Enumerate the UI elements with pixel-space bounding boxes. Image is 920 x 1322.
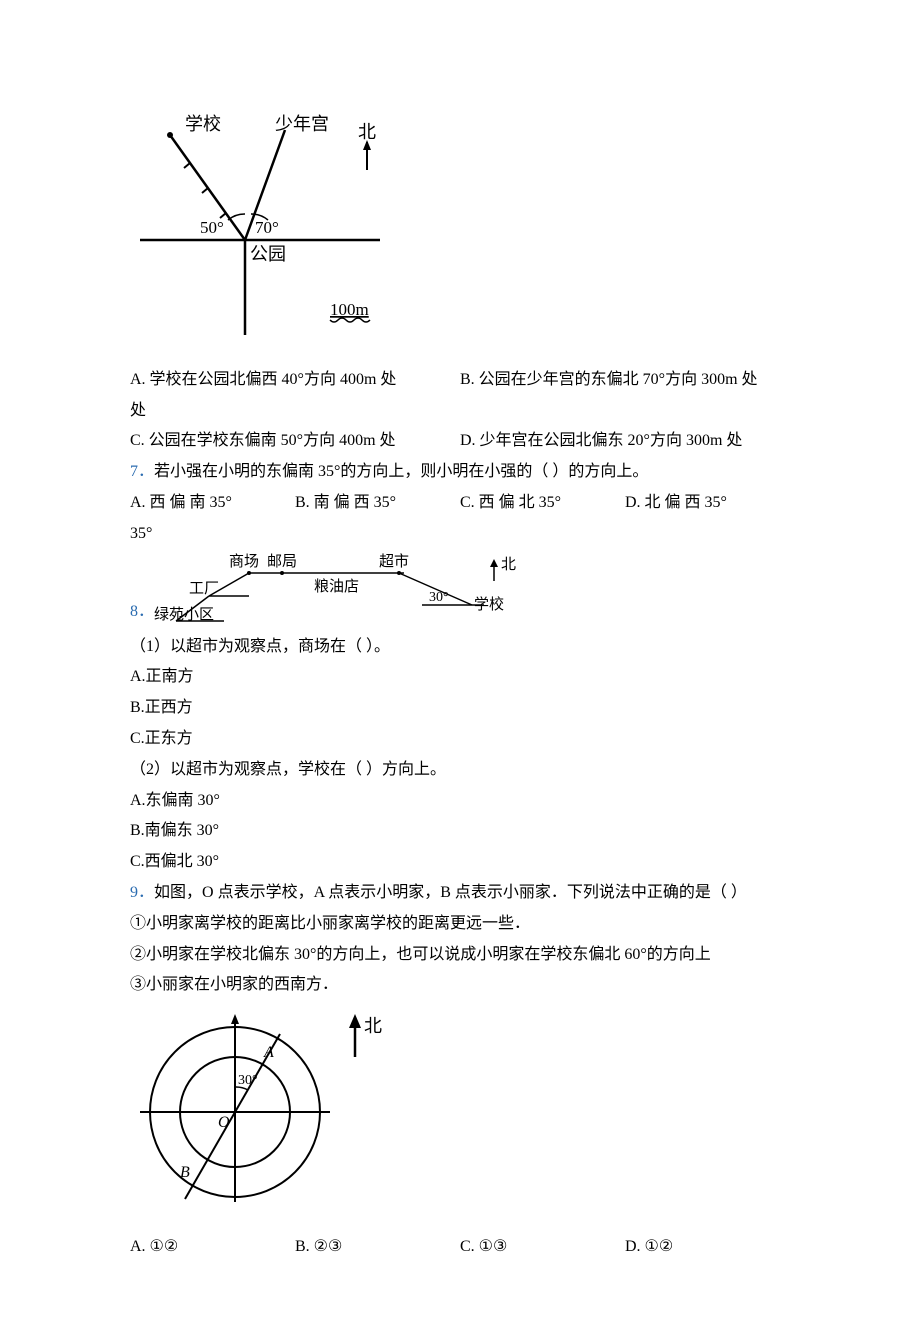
q7-opt-d: D. 北 偏 西 35° (625, 489, 790, 518)
q8-p2-text: （2）以超市为观察点，学校在（ ）方向上。 (130, 756, 790, 785)
svg-text:北: 北 (501, 556, 516, 573)
svg-text:超市: 超市 (379, 553, 409, 570)
q8-p2-a: A.东偏南 30° (130, 787, 790, 816)
q7-text: 若小强在小明的东偏南 35°的方向上，则小明在小强的（ ）的方向上。 (154, 463, 648, 480)
q8-p1-a: A.正南方 (130, 663, 790, 692)
svg-text:工厂: 工厂 (189, 581, 219, 597)
q8-p1-b: B.正西方 (130, 694, 790, 723)
label-angle-left: 50° (200, 218, 224, 237)
svg-text:30°: 30° (429, 590, 449, 605)
svg-text:邮局: 邮局 (267, 553, 297, 570)
q9-s2: ②小明家在学校北偏东 30°的方向上，也可以说成小明家在学校东偏北 60°的方向… (130, 941, 790, 970)
label-north: 北 (358, 122, 376, 142)
label-school: 学校 (185, 114, 221, 134)
q8-p1-text: （1）以超市为观察点，商场在（ ）。 (130, 633, 790, 662)
q8-p2-c: C.西偏北 30° (130, 848, 790, 877)
svg-text:O: O (218, 1114, 230, 1131)
q9-figure: 北 A B O 30° (130, 1002, 790, 1223)
svg-text:商场: 商场 (229, 553, 259, 570)
q6-opt-c: C. 公园在学校东偏南 50°方向 400m 处 (130, 427, 460, 456)
svg-text:绿苑小区: 绿苑小区 (154, 606, 214, 623)
q9-s1: ①小明家离学校的距离比小丽家离学校的距离更远一些． (130, 910, 790, 939)
q8-number: 8． (130, 598, 154, 627)
q6-opt-d: D. 少年宫在公园北偏东 20°方向 300m 处 (460, 427, 790, 456)
q9-number: 9． (130, 884, 154, 901)
svg-text:北: 北 (364, 1016, 382, 1036)
q9-options: A. ①② B. ②③ C. ①③ D. ①② (130, 1233, 790, 1262)
q8-p1-c: C.正东方 (130, 725, 790, 754)
q9-stem: 9．如图，O 点表示学校，A 点表示小明家，B 点表示小丽家．下列说法中正确的是… (130, 879, 790, 908)
q7-number: 7． (130, 463, 154, 480)
q7-opt-d-tail: 35° (130, 520, 790, 549)
q7-options: A. 西 偏 南 35° B. 南 偏 西 35° C. 西 偏 北 35° D… (130, 489, 790, 518)
label-scale: 100m (330, 300, 369, 319)
svg-text:B: B (180, 1164, 190, 1181)
q7-opt-a: A. 西 偏 南 35° (130, 489, 295, 518)
q6-opt-b-tail: 处 (130, 397, 790, 426)
q9-opt-b: B. ②③ (295, 1233, 460, 1262)
svg-text:30°: 30° (238, 1073, 258, 1088)
q6-figure: 学校 少年宫 北 50° 70° 公园 100m (130, 110, 790, 356)
q6-opt-a: A. 学校在公园北偏西 40°方向 400m 处 (130, 366, 460, 395)
q9-opt-a: A. ①② (130, 1233, 295, 1262)
q9-opt-c: C. ①③ (460, 1233, 625, 1262)
label-palace: 少年宫 (275, 114, 329, 134)
q8-figure: 商场 邮局 超市 北 30° 学校 粮油店 工厂 绿苑小区 (154, 551, 534, 631)
q6-options: A. 学校在公园北偏西 40°方向 400m 处 B. 公园在少年宫的东偏北 7… (130, 366, 790, 395)
q6-options-2: C. 公园在学校东偏南 50°方向 400m 处 D. 少年宫在公园北偏东 20… (130, 427, 790, 456)
q8-p2-b: B.南偏东 30° (130, 817, 790, 846)
q6-opt-b: B. 公园在少年宫的东偏北 70°方向 300m 处 (460, 366, 790, 395)
q9-s3: ③小丽家在小明家的西南方． (130, 971, 790, 1000)
svg-text:粮油店: 粮油店 (314, 578, 359, 595)
q7-stem: 7．若小强在小明的东偏南 35°的方向上，则小明在小强的（ ）的方向上。 (130, 458, 790, 487)
q9-text: 如图，O 点表示学校，A 点表示小明家，B 点表示小丽家．下列说法中正确的是（ … (154, 884, 747, 901)
q7-opt-b: B. 南 偏 西 35° (295, 489, 460, 518)
q7-opt-c: C. 西 偏 北 35° (460, 489, 625, 518)
svg-text:A: A (263, 1044, 274, 1061)
label-angle-right: 70° (255, 218, 279, 237)
label-park: 公园 (250, 244, 286, 264)
q9-opt-d: D. ①② (625, 1233, 790, 1262)
svg-text:学校: 学校 (474, 596, 504, 613)
